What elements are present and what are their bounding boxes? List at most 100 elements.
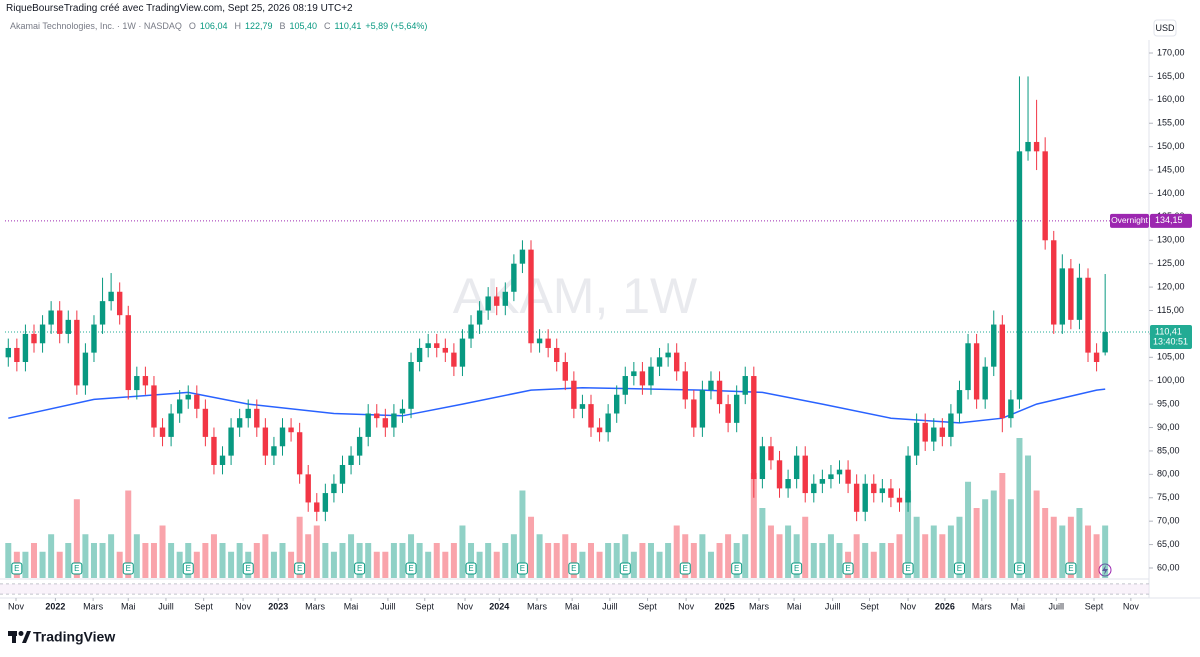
- candle-body: [1033, 141, 1040, 152]
- earnings-label: E: [14, 564, 19, 573]
- earnings-badge: [679, 562, 691, 575]
- volume-bar: [5, 543, 12, 578]
- y-tick-label: 60,00: [1157, 562, 1180, 572]
- x-tick-label: Nov: [8, 601, 25, 611]
- volume-bar: [519, 490, 526, 578]
- earnings-label: E: [126, 564, 131, 573]
- candle-body: [691, 399, 697, 428]
- candle-body: [725, 404, 731, 423]
- x-tick-label: 2023: [268, 601, 288, 611]
- volume-bar: [39, 551, 46, 578]
- background-layer: AKAM, 1W: [453, 268, 698, 324]
- candle-body: [245, 408, 251, 419]
- volume-bar: [193, 551, 200, 578]
- candle-body: [742, 376, 748, 395]
- volume-bar: [536, 534, 543, 578]
- volume-bar: [887, 543, 894, 578]
- volume-bar: [408, 534, 415, 578]
- volume-bar: [502, 543, 509, 578]
- x-tick-label: Sept: [194, 601, 213, 611]
- volume-bar: [982, 499, 989, 578]
- volume-bar: [210, 534, 217, 578]
- logo-part: [12, 631, 16, 643]
- y-tick-label: 130,00: [1157, 235, 1185, 245]
- volume-bar: [73, 499, 80, 578]
- candle-body: [416, 347, 423, 362]
- volume-bar: [1085, 525, 1092, 578]
- candle-body: [922, 422, 928, 442]
- candle-body: [348, 455, 354, 465]
- candle-body: [751, 376, 757, 480]
- candle-body: [82, 352, 89, 386]
- price-badge-label: 134,15: [1155, 215, 1183, 225]
- y-tick-label: 145,00: [1157, 164, 1185, 174]
- volume-bar: [879, 543, 886, 578]
- volume-bar: [905, 490, 912, 578]
- volume-bar: [767, 525, 774, 578]
- candle-body: [1016, 151, 1023, 400]
- volume-bar: [785, 525, 792, 578]
- x-tick-label: 2022: [45, 601, 65, 611]
- earnings-badge: [182, 562, 194, 575]
- x-tick-label: Juill: [380, 601, 396, 611]
- volume-bar: [1016, 438, 1023, 578]
- y-tick-label: 115,00: [1157, 305, 1184, 315]
- candle-body: [408, 361, 414, 409]
- volume-bar: [870, 551, 877, 578]
- candle-body: [159, 427, 166, 437]
- candle-body: [1042, 151, 1048, 241]
- volume-bar: [279, 543, 286, 578]
- volume-bar: [553, 543, 560, 578]
- candle-body: [545, 338, 551, 348]
- x-tick-label: Mai: [565, 601, 580, 611]
- candle-body: [973, 343, 980, 400]
- candle-body: [511, 263, 517, 292]
- earnings-badge: [294, 562, 306, 575]
- earnings-badge: [731, 562, 743, 575]
- y-tick-label: 170,00: [1157, 47, 1185, 57]
- candle-body: [528, 249, 534, 344]
- x-tick-label: Mai: [787, 601, 802, 611]
- candle-body: [888, 488, 894, 498]
- candle-body: [965, 343, 971, 391]
- volume-bar: [973, 508, 980, 578]
- volume-bar: [459, 525, 466, 578]
- volume-bar: [827, 534, 834, 578]
- y-tick-label: 90,00: [1157, 422, 1180, 432]
- volume-bar: [288, 551, 295, 578]
- x-tick-label: Mai: [1010, 601, 1025, 611]
- candle-body: [228, 427, 234, 456]
- volume-bar: [365, 543, 372, 578]
- volume-bar: [1102, 525, 1109, 578]
- candle-body: [425, 343, 431, 348]
- volume-bar: [1076, 508, 1083, 578]
- candle-body: [108, 291, 114, 302]
- earnings-badge: [619, 562, 631, 575]
- candle-body: [631, 371, 637, 377]
- candle-body: [982, 366, 988, 400]
- earnings-badge: [568, 562, 580, 575]
- volume-bar: [185, 543, 192, 578]
- candle-body: [536, 338, 543, 344]
- earnings-badge: [242, 562, 254, 575]
- candle-body: [271, 446, 277, 456]
- volume-bar: [999, 473, 1006, 578]
- volume-bar: [382, 551, 389, 578]
- legend-value: 110,41: [334, 21, 362, 31]
- volume-bar: [450, 543, 457, 578]
- volume-bar: [133, 534, 140, 578]
- earnings-badge: [842, 562, 854, 575]
- candle-body: [768, 446, 774, 461]
- candle-body: [811, 483, 817, 494]
- earnings-label: E: [845, 564, 850, 573]
- y-tick-label: 70,00: [1157, 516, 1180, 526]
- line-name-box: [1110, 213, 1149, 228]
- volume-bar: [442, 551, 449, 578]
- candle-body: [948, 413, 954, 437]
- x-tick-label: Juill: [1049, 601, 1065, 611]
- volume-bar: [570, 543, 577, 578]
- volume-bar: [425, 551, 432, 578]
- candle-body: [819, 479, 826, 484]
- volume-bar: [313, 525, 320, 578]
